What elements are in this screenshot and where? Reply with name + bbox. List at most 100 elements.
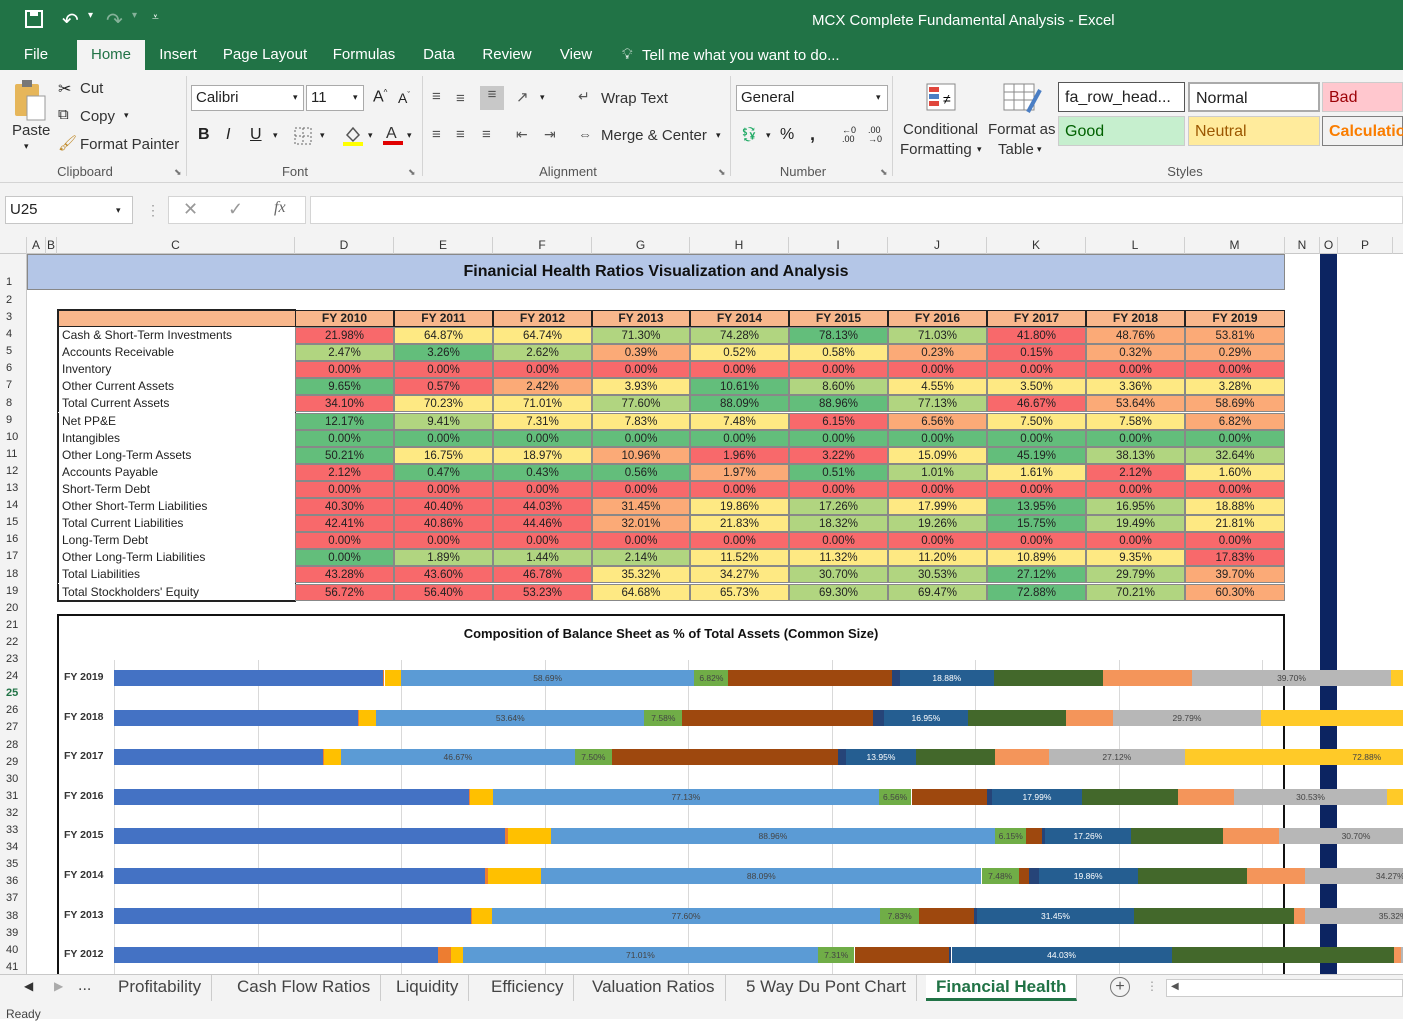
bar-segment[interactable]	[488, 868, 542, 884]
align-left-icon[interactable]: ≡	[432, 126, 441, 143]
data-cell[interactable]: 35.32%	[592, 566, 690, 584]
bar-segment[interactable]: 44.03%	[951, 947, 1172, 964]
bar-segment[interactable]: 13.95%	[846, 749, 916, 766]
bar-segment[interactable]: 58.69%	[400, 670, 695, 686]
cut-button[interactable]: Cut	[80, 80, 104, 97]
bar-segment[interactable]	[949, 947, 952, 964]
data-cell[interactable]: 0.00%	[1086, 532, 1185, 550]
data-cell[interactable]: 0.00%	[592, 429, 690, 447]
data-cell[interactable]: 0.00%	[394, 480, 493, 498]
data-cell[interactable]: 0.00%	[394, 429, 493, 447]
bar-segment[interactable]: 53.64%	[376, 709, 645, 726]
bar-segment[interactable]	[470, 907, 473, 924]
horizontal-scrollbar[interactable]	[1166, 979, 1403, 997]
data-cell[interactable]: 0.00%	[888, 429, 987, 447]
redo-icon[interactable]: ↷	[106, 10, 123, 32]
tab-data[interactable]: Data	[423, 46, 455, 63]
undo-icon[interactable]: ↶	[62, 10, 79, 32]
data-cell[interactable]: 53.64%	[1086, 395, 1185, 413]
redo-dropdown-icon[interactable]: ▾	[132, 10, 138, 21]
data-cell[interactable]: 6.56%	[888, 412, 987, 430]
data-cell[interactable]: 0.00%	[592, 532, 690, 550]
data-cell[interactable]: 0.00%	[1185, 361, 1285, 379]
data-cell[interactable]: 0.00%	[1185, 429, 1285, 447]
tab-formulas[interactable]: Formulas	[332, 46, 396, 63]
data-cell[interactable]: 0.58%	[789, 344, 888, 362]
number-format-dropdown-icon[interactable]: ▾	[876, 92, 881, 102]
row-header[interactable]: 15	[6, 516, 19, 529]
tell-me-box[interactable]: Tell me what you want to do...	[642, 47, 840, 64]
col-header[interactable]: C	[57, 237, 295, 254]
row-header[interactable]: 20	[6, 601, 19, 614]
data-cell[interactable]: 32.64%	[1185, 446, 1285, 464]
data-cell[interactable]: 71.30%	[592, 327, 690, 344]
row-header[interactable]: 14	[6, 499, 19, 512]
underline-icon[interactable]: U	[250, 126, 262, 143]
data-cell[interactable]: 30.70%	[789, 566, 888, 584]
bar-segment[interactable]	[891, 670, 900, 686]
data-cell[interactable]: 7.48%	[690, 412, 789, 430]
conditional-dropdown-icon[interactable]: ▾	[977, 144, 982, 154]
data-cell[interactable]: 78.13%	[789, 327, 888, 344]
merge-center-icon[interactable]: ⇔	[578, 126, 592, 142]
undo-dropdown-icon[interactable]: ▾	[88, 10, 94, 21]
bar-segment[interactable]	[1028, 868, 1039, 884]
bar-segment[interactable]: 6.56%	[878, 788, 912, 805]
style-neutral[interactable]: Neutral	[1188, 116, 1320, 146]
underline-dropdown-icon[interactable]: ▾	[273, 130, 278, 140]
bar-segment[interactable]	[1081, 788, 1179, 805]
number-launcher-icon[interactable]: ⬊	[880, 167, 888, 177]
bar-segment[interactable]: 6.15%	[995, 828, 1027, 845]
bold-icon[interactable]: B	[198, 126, 210, 143]
data-cell[interactable]: 2.47%	[295, 344, 394, 362]
tab-home[interactable]: Home	[77, 40, 145, 70]
save-icon[interactable]	[24, 9, 44, 29]
bar-segment[interactable]: 7.31%	[817, 947, 855, 964]
currency-icon[interactable]: 💱︎	[740, 126, 758, 142]
align-center-icon[interactable]: ≡	[456, 126, 465, 143]
font-name-dropdown-icon[interactable]: ▾	[293, 92, 298, 102]
col-header[interactable]: G	[592, 237, 690, 254]
bar-segment[interactable]	[469, 788, 471, 805]
currency-dropdown-icon[interactable]: ▾	[766, 130, 771, 140]
font-size-box[interactable]: 11	[306, 85, 364, 111]
wrap-text-icon[interactable]: ↵	[578, 88, 590, 104]
data-cell[interactable]: 3.26%	[394, 344, 493, 362]
bar-segment[interactable]	[114, 828, 505, 845]
data-cell[interactable]: 0.00%	[1185, 480, 1285, 498]
data-cell[interactable]: 1.60%	[1185, 463, 1285, 481]
row-header[interactable]: 40	[6, 943, 19, 956]
data-cell[interactable]: 19.49%	[1086, 515, 1185, 533]
bar-segment[interactable]	[1393, 947, 1402, 964]
format-as-table-icon[interactable]	[1002, 82, 1042, 116]
worksheet-grid[interactable]: Finanicial Health Ratios Visualization a…	[27, 254, 1403, 974]
bar-segment[interactable]: 77.60%	[492, 907, 881, 924]
data-cell[interactable]: 1.61%	[987, 463, 1086, 481]
row-header[interactable]: 38	[6, 909, 19, 922]
data-cell[interactable]: 46.67%	[987, 395, 1086, 413]
data-cell[interactable]: 71.03%	[888, 327, 987, 344]
decrease-decimal-icon[interactable]: .00 →0	[868, 125, 883, 144]
col-header[interactable]: N	[1285, 237, 1320, 254]
row-header[interactable]: 32	[6, 806, 19, 819]
format-table-dropdown-icon[interactable]: ▾	[1037, 144, 1042, 154]
wrap-text-button[interactable]: Wrap Text	[601, 90, 668, 107]
font-color-dropdown-icon[interactable]: ▾	[407, 130, 412, 140]
data-cell[interactable]: 77.60%	[592, 395, 690, 413]
data-cell[interactable]: 0.51%	[789, 463, 888, 481]
bar-segment[interactable]: 7.48%	[981, 868, 1019, 884]
bar-segment[interactable]	[114, 749, 323, 766]
data-cell[interactable]: 0.00%	[295, 549, 394, 567]
bar-segment[interactable]: 18.88%	[899, 670, 995, 686]
bar-segment[interactable]: 30.53%	[1234, 788, 1387, 805]
data-cell[interactable]: 4.55%	[888, 378, 987, 396]
data-cell[interactable]: 19.86%	[690, 498, 789, 515]
col-header[interactable]: M	[1185, 237, 1285, 254]
sheet-tab-valuation[interactable]: Valuation Ratios	[582, 975, 726, 1001]
bar-segment[interactable]	[1134, 907, 1295, 924]
data-cell[interactable]: 34.10%	[295, 395, 394, 413]
data-cell[interactable]: 2.12%	[295, 463, 394, 481]
conditional-formatting-icon[interactable]: ≠	[925, 82, 961, 114]
bar-segment[interactable]	[359, 709, 377, 726]
row-header[interactable]: 34	[6, 841, 19, 854]
